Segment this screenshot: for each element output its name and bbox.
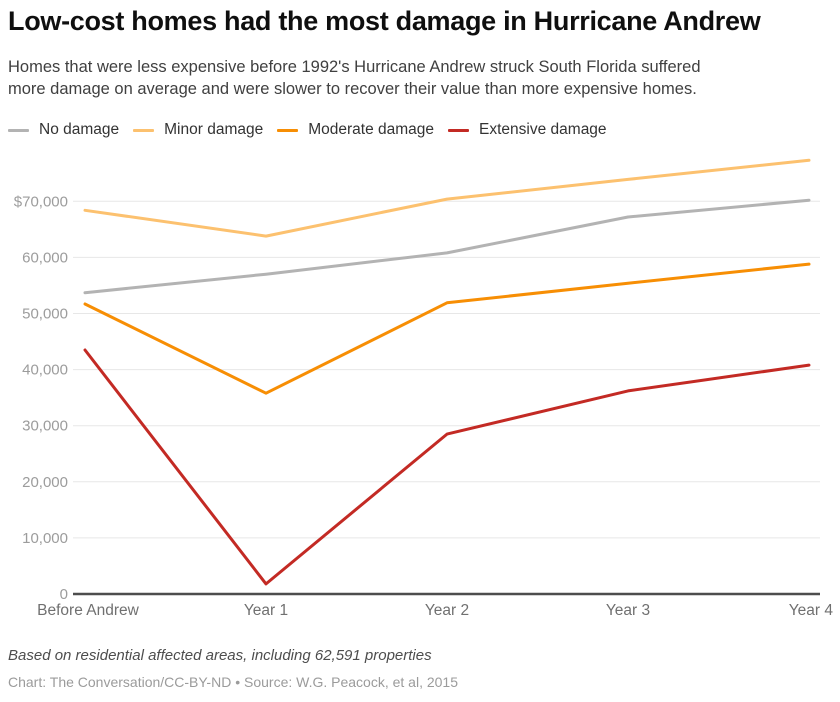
series-line-extensive-damage [83, 348, 811, 586]
legend-item-no-damage: No damage [8, 121, 119, 139]
chart-title: Low-cost homes had the most damage in Hu… [8, 6, 761, 36]
legend-swatch-no-damage [8, 128, 29, 132]
x-axis-label: Year 2 [425, 602, 469, 619]
legend-swatch-extensive-damage [448, 128, 470, 132]
line-chart: 0 10,000 20,000 30,000 40,000 50,000 60,000 $70… [0, 148, 840, 630]
legend-item-extensive-damage: Extensive damage [448, 121, 607, 139]
x-axis-label: Year 4 [789, 602, 834, 619]
y-axis-tick-label: 50,000 [22, 306, 68, 323]
y-axis-tick-label: 0 [60, 586, 68, 603]
series-line-no-damage [83, 198, 811, 295]
x-axis-label: Year 1 [244, 602, 288, 619]
legend-swatch-moderate-damage [277, 128, 299, 132]
chart-subtitle: Homes that were less expensive before 19… [8, 56, 824, 100]
y-axis-tick-label: 20,000 [22, 474, 68, 491]
legend-label: Minor damage [164, 121, 264, 138]
credit-line: Chart: The Conversation/CC-BY-ND • Sourc… [8, 674, 458, 690]
x-axis-label: Before Andrew [37, 602, 139, 619]
series-line-moderate-damage [83, 262, 811, 395]
legend-label: Moderate damage [308, 121, 435, 138]
footnote: Based on residential affected areas, inc… [8, 647, 432, 664]
legend-swatch-minor-damage [133, 128, 155, 132]
legend-label: No damage [39, 121, 120, 138]
subtitle-line-2: more damage on average and were slower t… [8, 80, 697, 98]
x-axis-label: Year 3 [606, 602, 650, 619]
y-axis-tick-label: 60,000 [22, 249, 68, 266]
legend: No damage Minor damage Moderate damage Exte… [8, 121, 607, 139]
y-axis-tick-label: 30,000 [22, 418, 68, 435]
legend-label: Extensive damage [479, 121, 607, 138]
y-axis-tick-label: $70,000 [14, 193, 68, 210]
legend-item-minor-damage: Minor damage [133, 121, 263, 139]
subtitle-line-1: Homes that were less expensive before 19… [8, 58, 701, 76]
y-axis-tick-label: 10,000 [22, 530, 68, 547]
y-axis-tick-label: 40,000 [22, 362, 68, 379]
legend-item-moderate-damage: Moderate damage [277, 121, 434, 139]
series-line-minor-damage [83, 158, 811, 238]
chart-canvas: 0 10,000 20,000 30,000 40,000 50,000 60,000 $70… [14, 158, 834, 619]
